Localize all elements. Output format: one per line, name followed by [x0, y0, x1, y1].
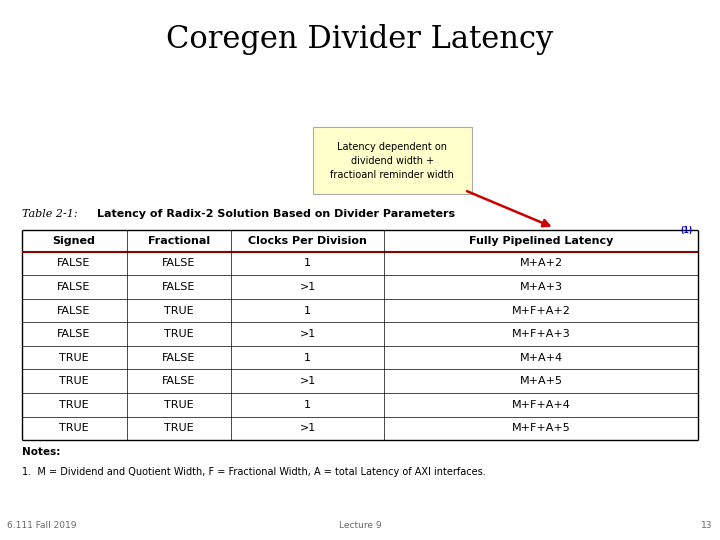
Text: Signed: Signed — [53, 235, 96, 246]
Text: TRUE: TRUE — [59, 423, 89, 433]
Text: TRUE: TRUE — [59, 376, 89, 386]
Text: FALSE: FALSE — [58, 282, 91, 292]
Text: 1: 1 — [304, 259, 311, 268]
Text: 1: 1 — [304, 353, 311, 363]
Text: Notes:: Notes: — [22, 447, 60, 457]
Text: M+A+3: M+A+3 — [520, 282, 562, 292]
Text: Coregen Divider Latency: Coregen Divider Latency — [166, 24, 554, 55]
Text: Latency of Radix-2 Solution Based on Divider Parameters: Latency of Radix-2 Solution Based on Div… — [97, 208, 455, 219]
Text: TRUE: TRUE — [164, 423, 194, 433]
Text: M+F+A+3: M+F+A+3 — [512, 329, 570, 339]
Text: M+F+A+5: M+F+A+5 — [512, 423, 570, 433]
Text: TRUE: TRUE — [164, 329, 194, 339]
Text: FALSE: FALSE — [162, 376, 196, 386]
Text: Fully Pipelined Latency: Fully Pipelined Latency — [469, 235, 613, 246]
Text: >1: >1 — [300, 282, 315, 292]
Text: >1: >1 — [300, 423, 315, 433]
Text: FALSE: FALSE — [162, 282, 196, 292]
Text: M+A+2: M+A+2 — [520, 259, 562, 268]
Text: M+F+A+2: M+F+A+2 — [512, 306, 570, 315]
Text: 1.  M = Dividend and Quotient Width, F = Fractional Width, A = total Latency of : 1. M = Dividend and Quotient Width, F = … — [22, 467, 485, 477]
Text: Latency dependent on
dividend width +
fractioanl reminder width: Latency dependent on dividend width + fr… — [330, 141, 454, 180]
Text: FALSE: FALSE — [58, 329, 91, 339]
Text: TRUE: TRUE — [59, 400, 89, 410]
Text: FALSE: FALSE — [162, 353, 196, 363]
Text: TRUE: TRUE — [164, 400, 194, 410]
Text: TRUE: TRUE — [164, 306, 194, 315]
Text: FALSE: FALSE — [162, 259, 196, 268]
Text: Table 2-1:: Table 2-1: — [22, 208, 77, 219]
Text: Clocks Per Division: Clocks Per Division — [248, 235, 367, 246]
Text: Fractional: Fractional — [148, 235, 210, 246]
Text: 6.111 Fall 2019: 6.111 Fall 2019 — [7, 521, 77, 530]
Text: 1: 1 — [304, 306, 311, 315]
Text: M+A+4: M+A+4 — [520, 353, 562, 363]
Text: FALSE: FALSE — [58, 306, 91, 315]
Text: FALSE: FALSE — [58, 259, 91, 268]
Text: M+A+5: M+A+5 — [520, 376, 562, 386]
Text: (1): (1) — [680, 226, 693, 235]
FancyBboxPatch shape — [313, 127, 472, 194]
Text: 1: 1 — [304, 400, 311, 410]
Text: TRUE: TRUE — [59, 353, 89, 363]
Text: >1: >1 — [300, 329, 315, 339]
Text: >1: >1 — [300, 376, 315, 386]
Text: Lecture 9: Lecture 9 — [338, 521, 382, 530]
Text: M+F+A+4: M+F+A+4 — [512, 400, 570, 410]
Text: 13: 13 — [701, 521, 713, 530]
